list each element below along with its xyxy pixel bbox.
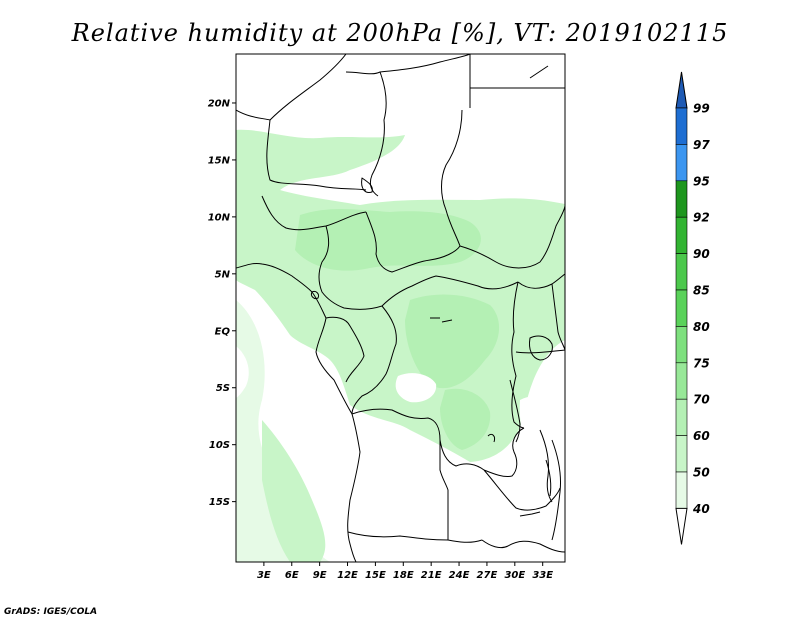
- humidity-dry-patch-3: [236, 346, 249, 398]
- map-panel: 3E 6E 9E 12E 15E 18E 21E 24E 27E 30E 33E 20N 15N 10N…: [208, 53, 566, 581]
- border-drc-angola: [351, 408, 485, 471]
- border-drc-east: [511, 281, 525, 429]
- colorbar-segment: [675, 107, 688, 145]
- border-cameroon-east: [318, 225, 383, 310]
- lon-tick-label: 3E: [257, 570, 271, 581]
- lat-tick-label: 10S: [209, 440, 230, 451]
- colorbar-segment: [675, 362, 688, 400]
- humidity-shade-50-north: [236, 131, 269, 195]
- lon-tick-label: 24E: [449, 570, 470, 581]
- latitude-axis: 20N 15N 10N 5N EQ 5S 10S 15S: [208, 98, 236, 508]
- lon-tick-label: 27E: [477, 570, 498, 581]
- map-frame: [235, 53, 566, 563]
- colorbar: 99 97 95 92 90 85 80 75 70 60 50 40: [675, 71, 710, 545]
- humidity-shade-50-southwest: [262, 420, 326, 562]
- colorbar-label: 50: [693, 466, 710, 480]
- colorbar-segment: [675, 398, 688, 436]
- lon-tick-label: 18E: [393, 570, 414, 581]
- lake-chad: [361, 177, 373, 193]
- border-nigeria-north: [261, 195, 367, 231]
- lon-tick-label: 21E: [421, 570, 442, 581]
- colorbar-label: 99: [693, 102, 710, 116]
- colorbar-label: 90: [693, 247, 710, 261]
- border-angola-namibia: [347, 531, 449, 541]
- lat-tick-label: 5S: [216, 383, 230, 394]
- colorbar-label: 80: [693, 320, 710, 334]
- colorbar-segment: [675, 289, 688, 327]
- grads-credit: GrADS: IGES/COLA: [4, 607, 97, 617]
- lake-kariba: [519, 511, 541, 517]
- humidity-shade-40: [236, 300, 330, 562]
- lake-malawi: [545, 459, 552, 497]
- border-libya-chad: [345, 71, 387, 197]
- lat-tick-label: EQ: [215, 326, 231, 337]
- colorbar-label: 60: [693, 429, 710, 443]
- colorbar-segment: [675, 216, 688, 254]
- colorbar-label: 92: [693, 211, 710, 225]
- border-angola-zambia: [439, 440, 483, 543]
- colorbar-segment: [675, 471, 688, 509]
- colorbar-label: 97: [693, 138, 710, 152]
- lat-tick-label: 15S: [209, 497, 230, 508]
- border-libya-egypt: [379, 54, 471, 108]
- border-drc-zambia: [483, 427, 525, 477]
- lat-tick-label: 15N: [208, 155, 231, 166]
- longitude-axis: 3E 6E 9E 12E 15E 18E 21E 24E 27E 30E 33E: [257, 562, 553, 581]
- lon-tick-label: 15E: [365, 570, 386, 581]
- border-mozambique-east: [551, 439, 561, 541]
- lake-mweru: [487, 433, 495, 443]
- colorbar-top-cap: [675, 71, 688, 109]
- colorbar-label: 70: [693, 393, 710, 407]
- colorbar-label: 95: [693, 174, 710, 188]
- border-gabon-congo: [325, 316, 365, 383]
- lon-tick-label: 12E: [337, 570, 358, 581]
- island-bioko: [311, 291, 319, 299]
- lake-victoria: [529, 335, 553, 361]
- lat-tick-label: 20N: [208, 98, 231, 109]
- colorbar-segment: [675, 144, 688, 182]
- border-chad-car: [365, 211, 461, 273]
- humidity-shade-60-central: [405, 294, 500, 389]
- border-zambia-mozambique: [483, 469, 561, 511]
- border-algeria-libya: [236, 54, 347, 121]
- lon-tick-label: 30E: [504, 570, 525, 581]
- lake-kyoga: [430, 317, 453, 323]
- country-borders: [236, 54, 565, 562]
- colorbar-segment: [675, 180, 688, 218]
- lon-tick-label: 9E: [313, 570, 327, 581]
- coastline-west: [236, 263, 361, 562]
- border-uganda-kenya: [551, 283, 565, 351]
- border-niger-chad: [266, 119, 367, 191]
- lat-tick-label: 5N: [215, 269, 231, 280]
- border-namibia-south: [481, 539, 565, 553]
- lon-tick-label: 6E: [285, 570, 299, 581]
- humidity-shade-60: [295, 208, 481, 271]
- colorbar-label: 40: [692, 502, 710, 516]
- humidity-shade-60-south: [440, 388, 491, 450]
- colorbar-label: 75: [693, 356, 710, 370]
- border-tanzania: [515, 349, 565, 354]
- lon-tick-label: 33E: [532, 570, 553, 581]
- lake-tanganyika: [509, 379, 521, 443]
- colorbar-bottom-cap: [675, 507, 688, 545]
- colorbar-segment: [675, 435, 688, 473]
- colorbar-segment: [675, 326, 688, 364]
- map-title: Relative humidity at 200hPa [%], VT: 201…: [71, 19, 729, 47]
- border-car-congo: [381, 275, 519, 307]
- humidity-field: [236, 129, 565, 562]
- humidity-dry-patch-1: [395, 373, 437, 403]
- colorbar-segment: [675, 253, 688, 291]
- border-malawi: [539, 429, 553, 503]
- lat-tick-label: 10N: [208, 212, 231, 223]
- colorbar-label: 85: [693, 284, 710, 298]
- red-sea-coast: [529, 65, 549, 79]
- humidity-dry-patch-2: [519, 396, 562, 452]
- border-chad-sudan: [441, 109, 463, 247]
- border-congo-drc: [351, 305, 397, 415]
- border-sudan-southsudan: [459, 205, 565, 269]
